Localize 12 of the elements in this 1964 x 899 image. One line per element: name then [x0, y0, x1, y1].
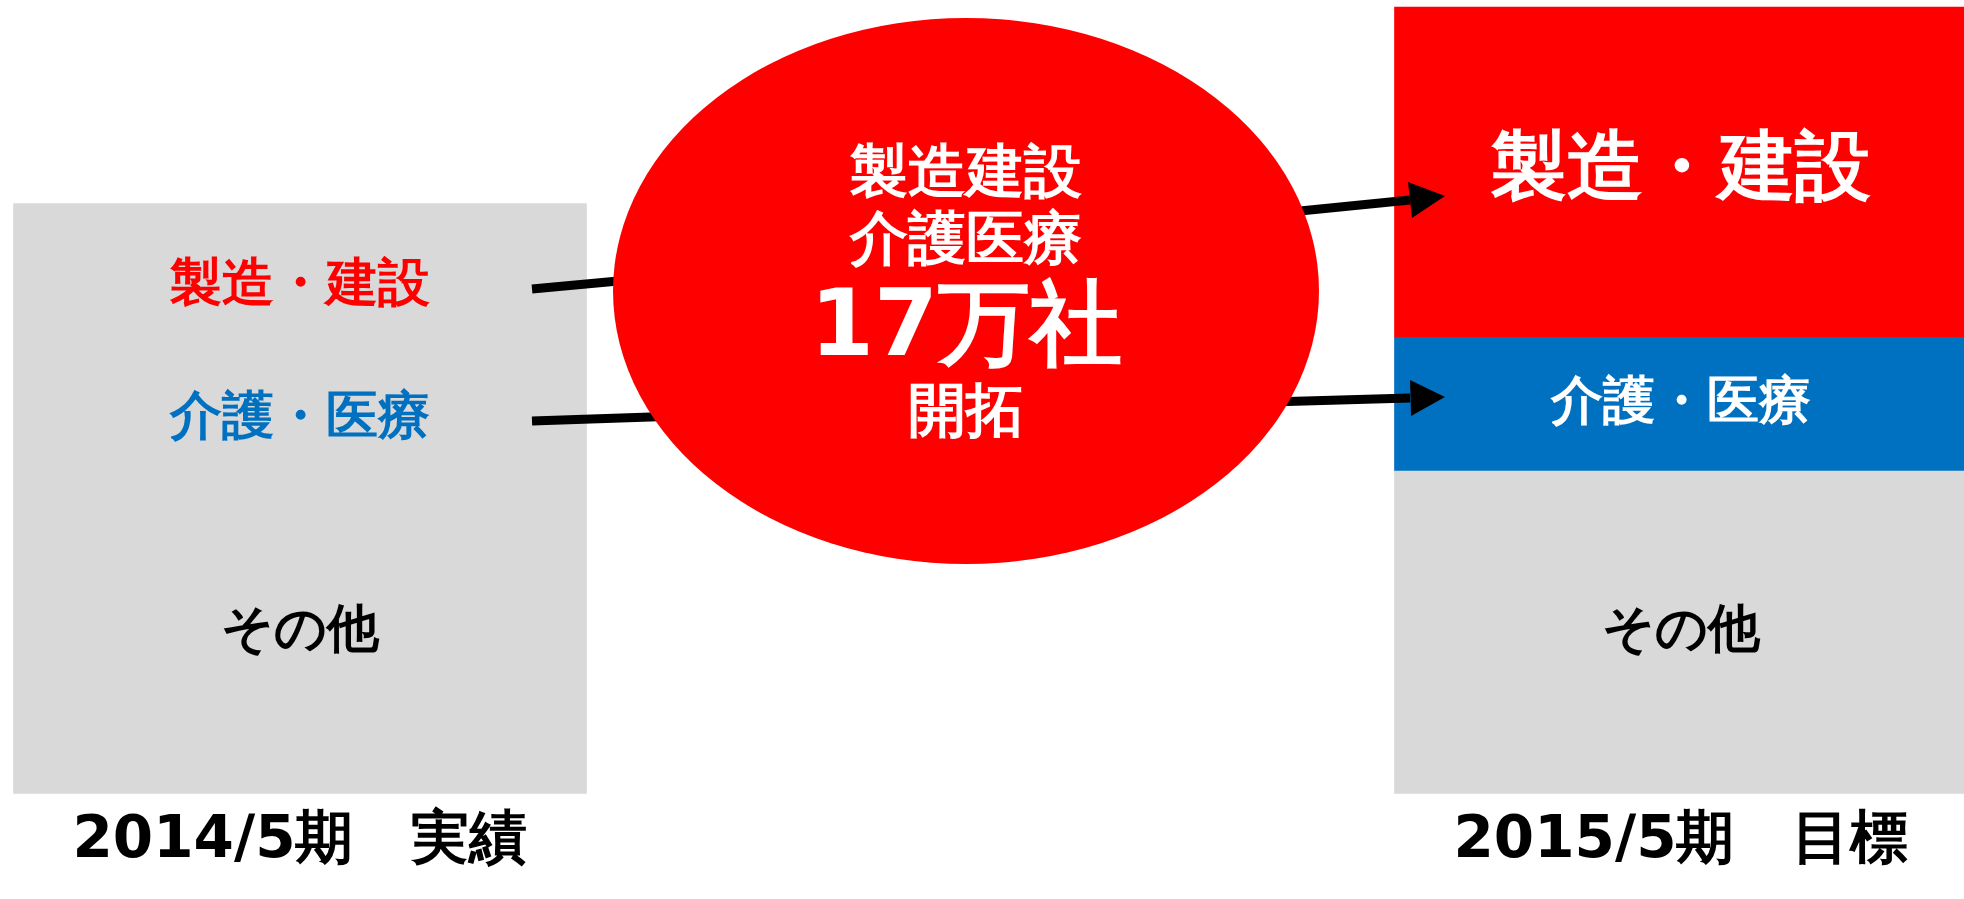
- annotation: 介護医療: [850, 203, 1082, 272]
- text: その他: [1602, 597, 1760, 658]
- series-label: その他: [221, 597, 380, 658]
- x-tick-label: 2014/5期 実績: [72, 803, 528, 872]
- annotation: 開拓: [908, 376, 1024, 445]
- annotation: 製造建設: [850, 137, 1082, 206]
- series-label: 介護・医療: [169, 385, 430, 446]
- x-tick-label: 2015/5期 目標: [1453, 803, 1909, 872]
- series-label: 製造・建設: [169, 251, 430, 312]
- text: 介護・医療: [1551, 369, 1811, 430]
- annotation: 17万社: [809, 270, 1123, 378]
- text: 製造・建設: [1491, 120, 1871, 210]
